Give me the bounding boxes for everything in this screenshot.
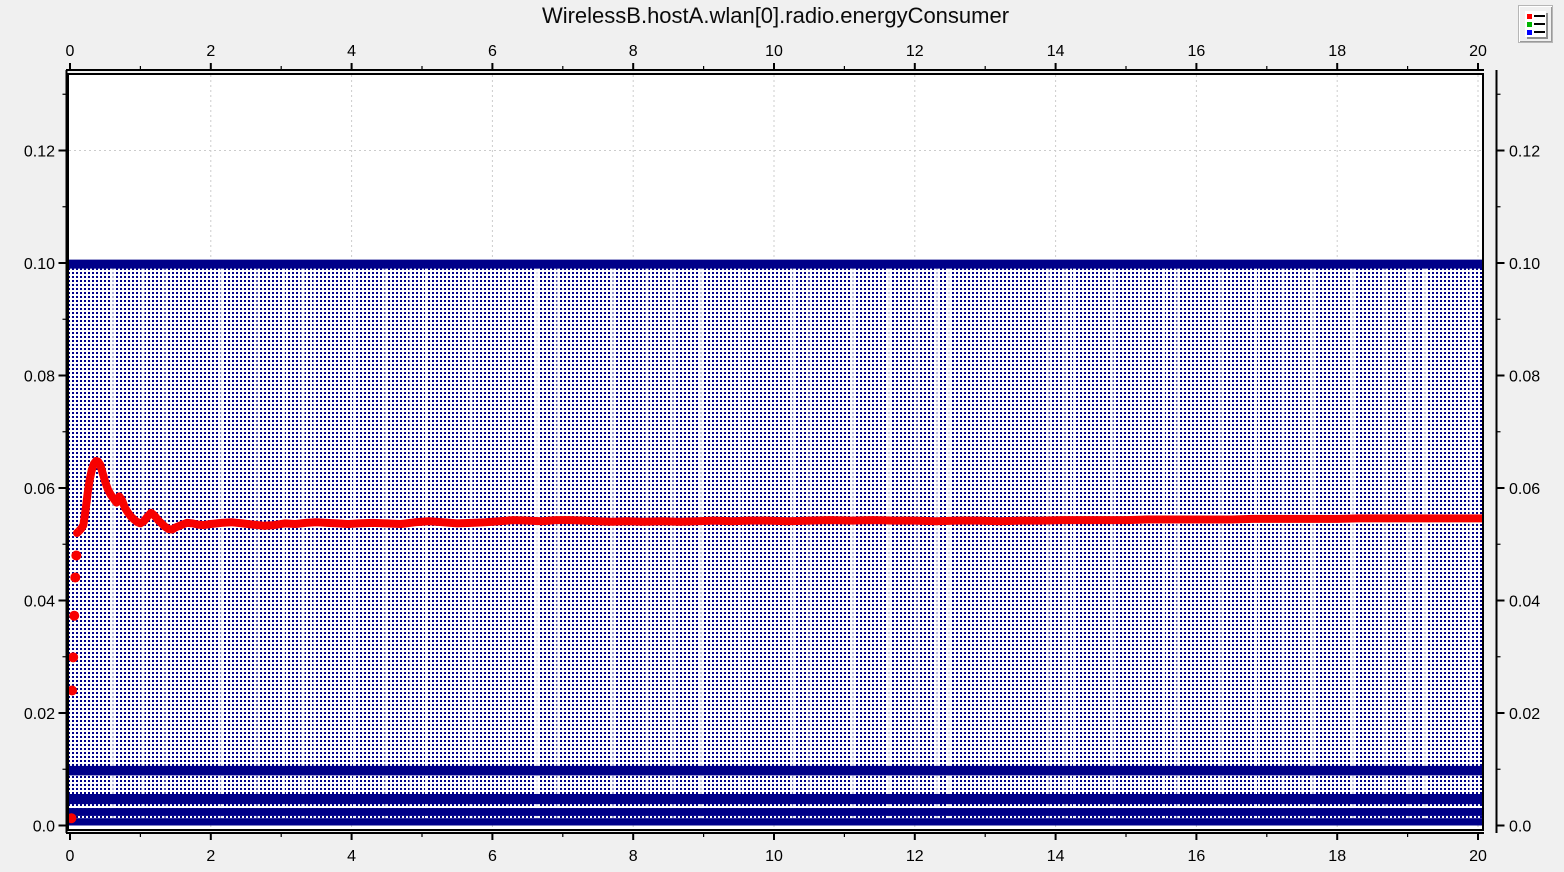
legend-swatch-blue-icon — [1527, 29, 1532, 35]
x-tick-label: 8 — [629, 848, 638, 865]
x-tick-label: 14 — [1047, 848, 1065, 865]
x-tick-label: 14 — [1047, 43, 1065, 60]
x-tick-label: 12 — [906, 848, 924, 865]
legend-line-icon — [1534, 15, 1545, 17]
y-tick-label: 0.08 — [1509, 369, 1540, 386]
plot-frame — [67, 73, 1484, 831]
x-tick-label: 10 — [765, 848, 783, 865]
mean-series-warmup-dot — [69, 610, 80, 621]
x-tick-label: 16 — [1188, 43, 1206, 60]
x-tick-label: 4 — [347, 848, 356, 865]
x-tick-label: 20 — [1469, 43, 1487, 60]
legend-line-icon — [1534, 23, 1545, 25]
x-tick-label: 6 — [488, 43, 497, 60]
mean-series-warmup-dot — [71, 550, 82, 561]
y-tick-label: 0.02 — [1509, 706, 1540, 723]
y-tick-label: 0.04 — [24, 594, 55, 611]
legend-icon — [1525, 11, 1546, 37]
mean-series-warmup-dot — [67, 685, 78, 696]
y-tick-label: 0.10 — [1509, 256, 1540, 273]
power-level-band — [69, 818, 1482, 826]
x-tick-label: 12 — [906, 43, 924, 60]
x-tick-label: 0 — [66, 43, 75, 60]
vector-dots-texture — [69, 267, 1482, 821]
mean-series-warmup-dot — [68, 652, 79, 663]
x-tick-label: 2 — [206, 848, 215, 865]
power-level-band — [69, 794, 1482, 805]
legend-swatch-green-icon — [1527, 21, 1532, 27]
y-tick-label: 0.12 — [24, 144, 55, 161]
power-level-band — [69, 765, 1482, 776]
x-tick-label: 18 — [1328, 43, 1346, 60]
x-tick-label: 4 — [347, 43, 356, 60]
x-tick-label: 16 — [1188, 848, 1206, 865]
legend-swatch-red-icon — [1527, 13, 1532, 19]
x-tick-label: 10 — [765, 43, 783, 60]
legend-row — [1527, 13, 1546, 19]
x-tick-label: 8 — [629, 43, 638, 60]
legend-row — [1527, 29, 1546, 35]
power-level-band — [69, 808, 1482, 816]
power-level-band — [69, 259, 1482, 269]
mean-series-warmup-dot — [70, 572, 81, 583]
chart-title: WirelessB.hostA.wlan[0].radio.energyCons… — [541, 3, 1010, 28]
legend-button[interactable] — [1518, 5, 1553, 43]
legend-row — [1527, 21, 1546, 27]
y-tick-label: 0.06 — [1509, 481, 1540, 498]
y-tick-label: 0.0 — [1509, 819, 1531, 836]
mean-series-line — [73, 457, 1482, 537]
x-tick-label: 18 — [1328, 848, 1346, 865]
y-tick-label: 0.10 — [24, 256, 55, 273]
y-tick-label: 0.04 — [1509, 594, 1540, 611]
x-tick-label: 20 — [1469, 848, 1487, 865]
y-tick-label: 0.02 — [24, 706, 55, 723]
legend-line-icon — [1534, 31, 1545, 33]
y-tick-label: 0.06 — [24, 481, 55, 498]
y-tick-label: 0.12 — [1509, 144, 1540, 161]
y-tick-label: 0.0 — [33, 819, 55, 836]
x-tick-label: 0 — [66, 848, 75, 865]
x-tick-label: 2 — [206, 43, 215, 60]
y-tick-label: 0.08 — [24, 369, 55, 386]
x-tick-label: 6 — [488, 848, 497, 865]
